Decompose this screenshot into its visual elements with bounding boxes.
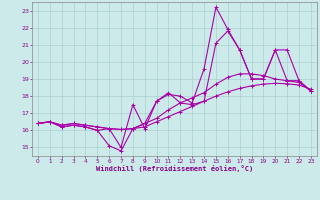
X-axis label: Windchill (Refroidissement éolien,°C): Windchill (Refroidissement éolien,°C): [96, 165, 253, 172]
